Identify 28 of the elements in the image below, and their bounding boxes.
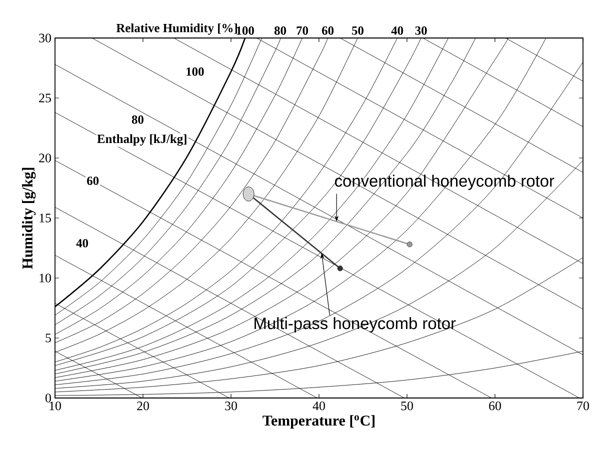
- y-axis-title: Humidity [g/kg]: [22, 168, 36, 270]
- x-tick-label: 50: [401, 402, 413, 410]
- y-tick-label: 10: [40, 274, 51, 282]
- annotation: 50: [352, 26, 364, 35]
- annotation: 40: [391, 26, 404, 35]
- y-tick-label: 20: [39, 154, 51, 162]
- annotation: Enthalpy [kJ/kg]: [97, 134, 186, 146]
- x-tick-label: 60: [489, 402, 501, 410]
- x-tick-label: 30: [225, 402, 237, 410]
- annotation: 100: [236, 26, 254, 35]
- annotation: 80: [274, 26, 286, 35]
- annotation: 100: [186, 67, 204, 76]
- annotation: 30: [415, 26, 427, 35]
- x-tick-label: 40: [312, 402, 325, 410]
- y-tick-label: 25: [39, 94, 51, 102]
- y-tick-label: 15: [40, 214, 51, 222]
- text: Relative Humidity [%]: [116, 23, 237, 35]
- y-tick-label: 30: [39, 34, 51, 42]
- annotation: 80: [132, 115, 144, 124]
- annotation: 40: [76, 238, 88, 248]
- y-tick-label: 5: [46, 334, 51, 342]
- annotation: 60: [87, 176, 99, 186]
- annotation: 60: [322, 26, 334, 35]
- x-axis-title: Temperature [$^{o}$C]: [262, 415, 374, 429]
- y-tick-label: 0: [46, 394, 51, 402]
- annotation: 70: [296, 26, 308, 35]
- x-tick-label: 70: [577, 402, 589, 410]
- x-tick-label: 20: [137, 402, 149, 410]
